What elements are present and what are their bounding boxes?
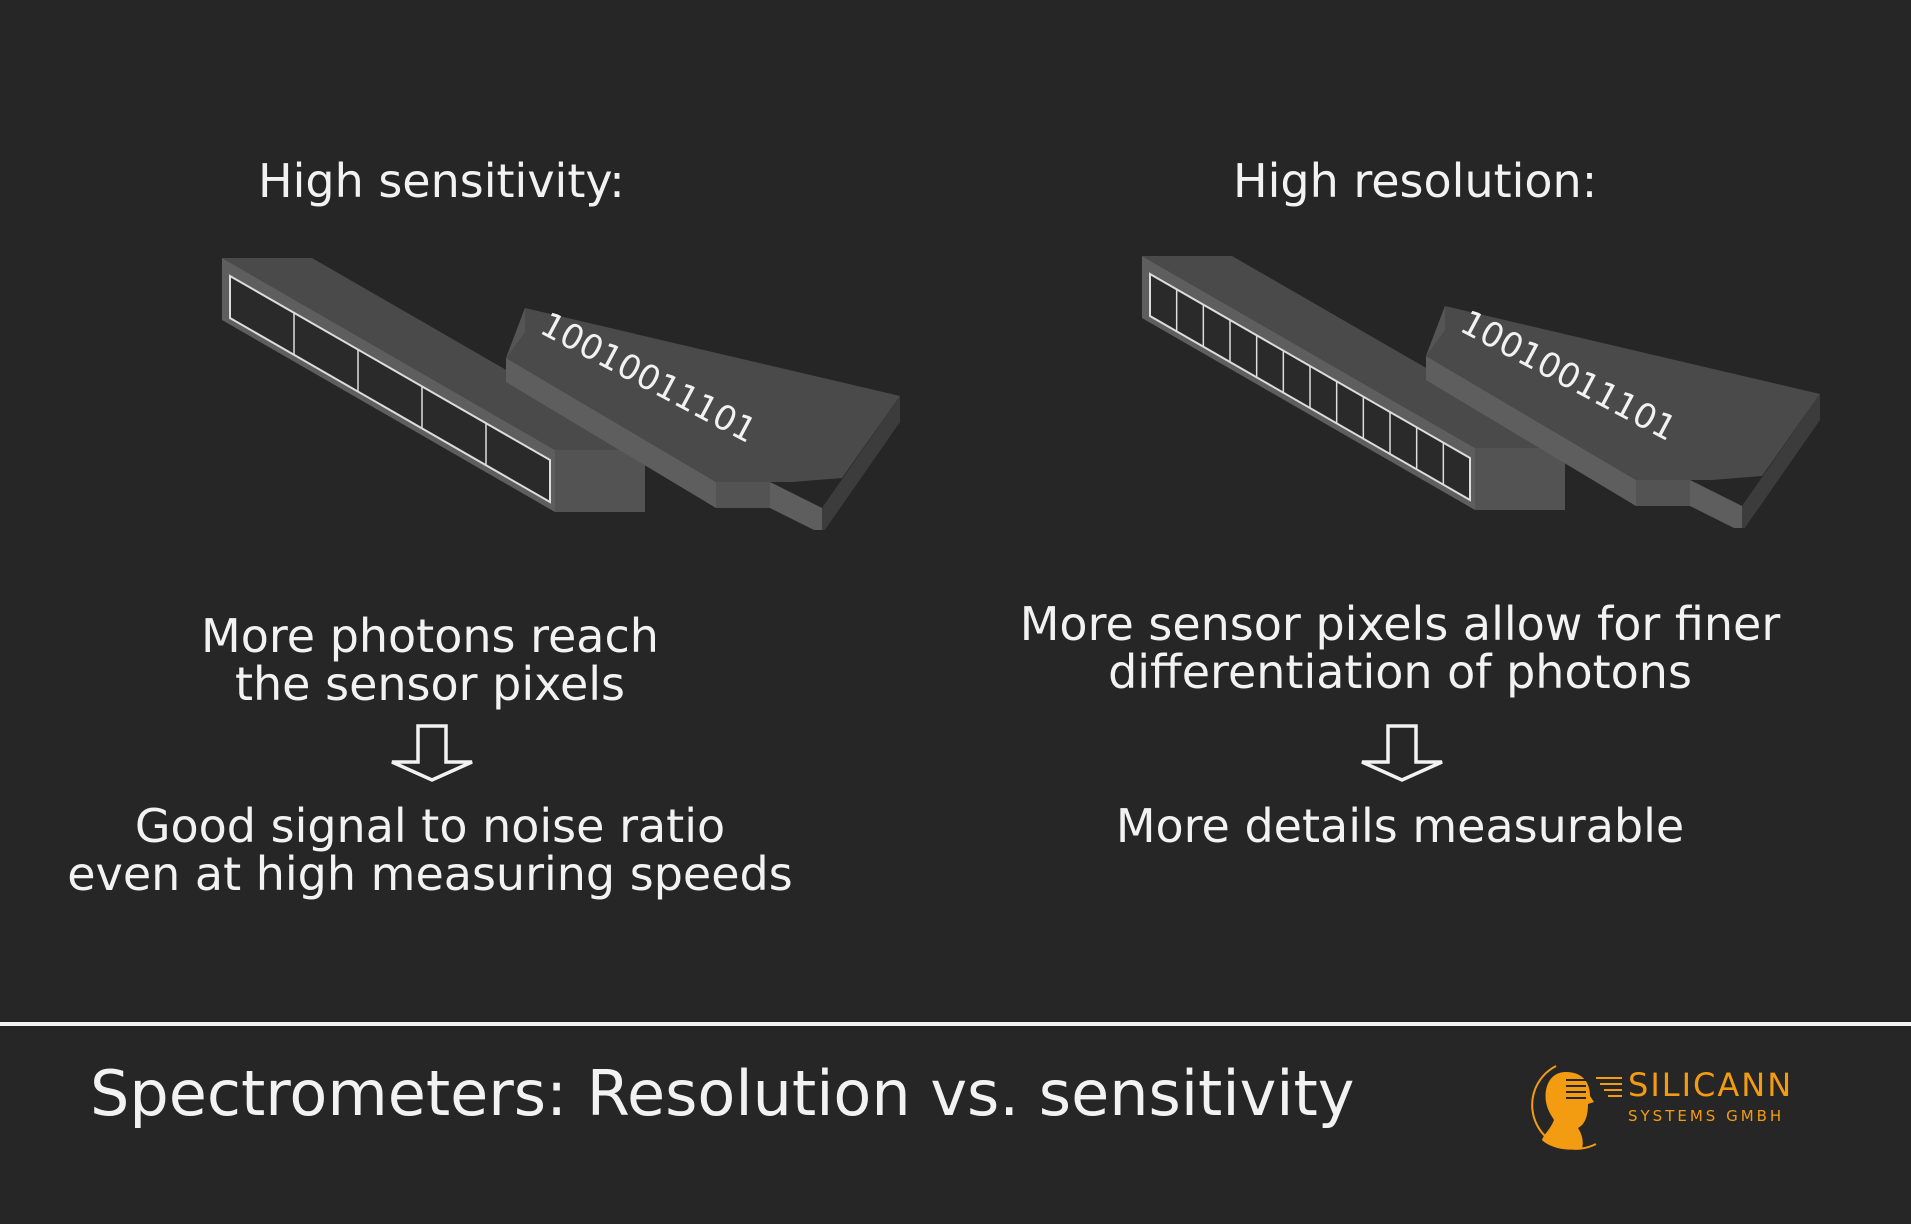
logo-subtitle: SYSTEMS GMBH: [1628, 1107, 1785, 1125]
left-result-line-1: Good signal to noise ratio: [134, 799, 726, 853]
output-front-face: [506, 358, 716, 508]
sensor-end-face: [1475, 448, 1565, 510]
output-end-face: [716, 482, 770, 508]
right-caption-line-2: differentiation of photons: [1108, 645, 1692, 699]
output-back-edge: [1426, 306, 1445, 356]
output-end-face: [1636, 480, 1690, 506]
footer-divider: [0, 1022, 1911, 1026]
left-panel-title: High sensitivity:: [258, 154, 625, 208]
footer-title: Spectrometers: Resolution vs. sensitivit…: [90, 1057, 1355, 1130]
right-result: More details measurable: [1000, 802, 1800, 850]
left-result: Good signal to noise ratio even at high …: [30, 802, 830, 898]
output-side-face: [822, 396, 900, 530]
output-tip-front: [770, 482, 822, 530]
sensor-end-face: [555, 450, 645, 512]
right-sensor-diagram: 10010011101: [1011, 256, 1820, 528]
sensor-top-face: [222, 258, 645, 450]
right-caption-line-1: More sensor pixels allow for finer: [1019, 597, 1781, 651]
output-top-face: [506, 308, 900, 482]
right-down-arrow-icon: [1361, 724, 1443, 782]
output-back-edge: [506, 308, 525, 358]
left-sensor-diagram: 10010011101: [91, 258, 900, 530]
left-down-arrow-icon: [391, 724, 473, 782]
right-caption: More sensor pixels allow for finer diffe…: [980, 600, 1820, 696]
logo-head-icon: [1531, 1065, 1622, 1150]
output-side-face: [1742, 394, 1820, 528]
output-front-face: [1426, 356, 1636, 506]
left-caption-line-1: More photons reach: [201, 609, 659, 663]
company-logo: SILICANN SYSTEMS GMBH: [1520, 1060, 1830, 1152]
logo-name: SILICANN: [1628, 1066, 1794, 1104]
right-result-line-1: More details measurable: [1115, 799, 1685, 853]
sensor-top-face: [1142, 256, 1565, 448]
left-caption-line-2: the sensor pixels: [234, 657, 625, 711]
output-tip-front: [1690, 480, 1742, 528]
right-panel-title: High resolution:: [1233, 154, 1598, 208]
left-caption: More photons reach the sensor pixels: [130, 612, 730, 708]
left-result-line-2: even at high measuring speeds: [67, 847, 793, 901]
output-top-face: [1426, 306, 1820, 480]
